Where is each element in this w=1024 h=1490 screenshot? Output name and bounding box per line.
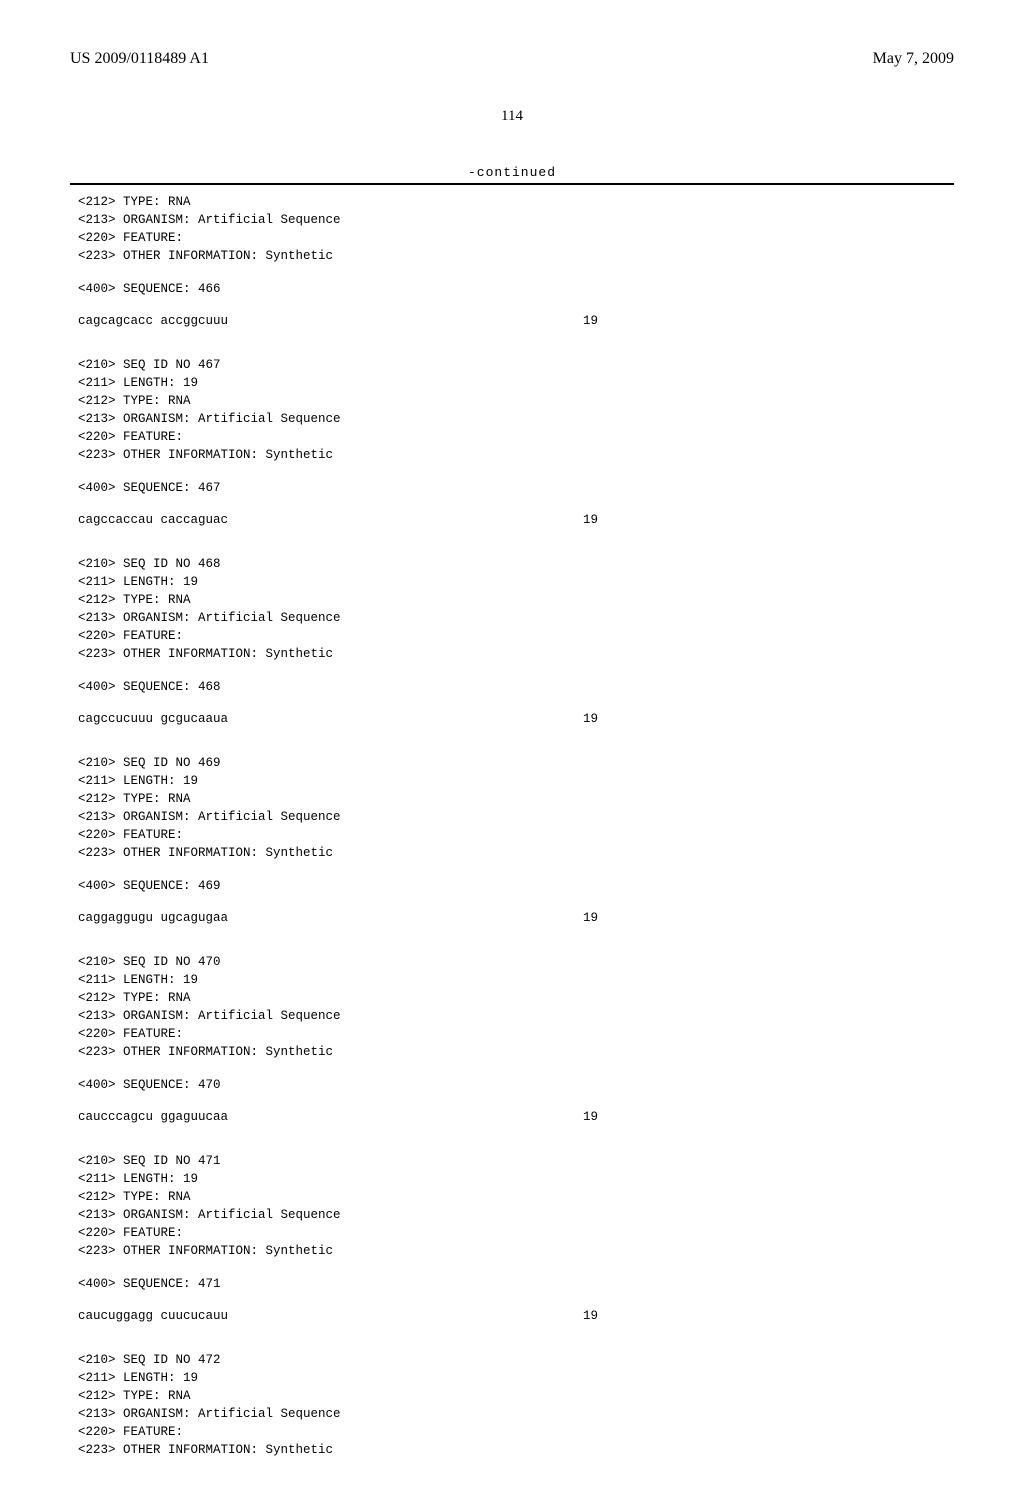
seq-meta-line: <223> OTHER INFORMATION: Synthetic [78,844,954,862]
seq-meta-line: <213> ORGANISM: Artificial Sequence [78,1007,954,1025]
seq-meta-line: <400> SEQUENCE: 466 [78,280,954,298]
seq-meta-line: <212> TYPE: RNA [78,193,954,211]
seq-meta-line: <213> ORGANISM: Artificial Sequence [78,211,954,229]
page-container: US 2009/0118489 A1 May 7, 2009 114 -cont… [0,0,1024,1490]
sequence-text: cagccucuuu gcgucaaua [78,710,228,728]
spacer [78,1094,954,1108]
seq-meta-line: <210> SEQ ID NO 468 [78,555,954,573]
spacer [78,895,954,909]
spacer [78,696,954,710]
seq-meta-line: <210> SEQ ID NO 469 [78,754,954,772]
continued-label: -continued [70,165,954,180]
seq-meta-line: <210> SEQ ID NO 470 [78,953,954,971]
spacer [78,298,954,312]
seq-meta-line: <213> ORGANISM: Artificial Sequence [78,410,954,428]
seq-meta-line: <400> SEQUENCE: 467 [78,479,954,497]
spacer [78,927,954,953]
sequence-length: 19 [583,312,598,330]
seq-meta-line: <213> ORGANISM: Artificial Sequence [78,1405,954,1423]
spacer [78,664,954,678]
spacer [78,497,954,511]
seq-meta-line: <211> LENGTH: 19 [78,971,954,989]
sequence-text: caggaggugu ugcagugaa [78,909,228,927]
spacer [78,728,954,754]
sequence-row: caucuggagg cuucucauu 19 [78,1307,598,1325]
seq-meta-line: <220> FEATURE: [78,229,954,247]
seq-meta-line: <220> FEATURE: [78,428,954,446]
seq-meta-line: <213> ORGANISM: Artificial Sequence [78,808,954,826]
sequence-row: cagccucuuu gcgucaaua 19 [78,710,598,728]
seq-meta-line: <211> LENGTH: 19 [78,374,954,392]
seq-meta-line: <223> OTHER INFORMATION: Synthetic [78,247,954,265]
spacer [78,465,954,479]
sequence-length: 19 [583,1108,598,1126]
sequence-row: cagccaccau caccaguac 19 [78,511,598,529]
seq-meta-line: <400> SEQUENCE: 471 [78,1275,954,1293]
spacer [78,330,954,356]
seq-meta-line: <212> TYPE: RNA [78,1387,954,1405]
seq-meta-line: <400> SEQUENCE: 470 [78,1076,954,1094]
seq-meta-line: <400> SEQUENCE: 468 [78,678,954,696]
sequence-row: caggaggugu ugcagugaa 19 [78,909,598,927]
sequence-text: caucccagcu ggaguucaa [78,1108,228,1126]
seq-meta-line: <212> TYPE: RNA [78,1188,954,1206]
spacer [78,863,954,877]
seq-meta-line: <212> TYPE: RNA [78,591,954,609]
sequence-length: 19 [583,1307,598,1325]
seq-meta-line: <223> OTHER INFORMATION: Synthetic [78,645,954,663]
seq-meta-line: <212> TYPE: RNA [78,989,954,1007]
seq-meta-line: <220> FEATURE: [78,1423,954,1441]
seq-meta-line: <210> SEQ ID NO 472 [78,1351,954,1369]
sequence-text: cagcagcacc accggcuuu [78,312,228,330]
sequence-length: 19 [583,511,598,529]
seq-meta-line: <220> FEATURE: [78,826,954,844]
seq-meta-line: <211> LENGTH: 19 [78,1170,954,1188]
seq-meta-line: <212> TYPE: RNA [78,790,954,808]
spacer [78,529,954,555]
spacer [78,266,954,280]
seq-meta-line: <210> SEQ ID NO 467 [78,356,954,374]
seq-meta-line: <210> SEQ ID NO 471 [78,1152,954,1170]
sequence-row: caucccagcu ggaguucaa 19 [78,1108,598,1126]
page-number: 114 [70,108,954,125]
seq-meta-line: <212> TYPE: RNA [78,392,954,410]
header-left: US 2009/0118489 A1 [70,50,209,68]
seq-meta-line: <223> OTHER INFORMATION: Synthetic [78,1043,954,1061]
spacer [78,1293,954,1307]
seq-meta-line: <211> LENGTH: 19 [78,573,954,591]
seq-meta-line: <213> ORGANISM: Artificial Sequence [78,1206,954,1224]
seq-meta-line: <220> FEATURE: [78,627,954,645]
seq-meta-line: <223> OTHER INFORMATION: Synthetic [78,446,954,464]
seq-meta-line: <213> ORGANISM: Artificial Sequence [78,609,954,627]
seq-meta-line: <223> OTHER INFORMATION: Synthetic [78,1441,954,1459]
spacer [78,1261,954,1275]
header-right: May 7, 2009 [873,50,954,68]
sequence-text: cagccaccau caccaguac [78,511,228,529]
seq-meta-line: <220> FEATURE: [78,1025,954,1043]
seq-meta-line: <223> OTHER INFORMATION: Synthetic [78,1242,954,1260]
sequence-length: 19 [583,710,598,728]
spacer [78,1325,954,1351]
spacer [78,1062,954,1076]
section-rule [70,183,954,185]
seq-meta-line: <211> LENGTH: 19 [78,772,954,790]
spacer [78,1126,954,1152]
sequence-text: caucuggagg cuucucauu [78,1307,228,1325]
seq-meta-line: <211> LENGTH: 19 [78,1369,954,1387]
page-header: US 2009/0118489 A1 May 7, 2009 [70,50,954,68]
sequence-listing: <212> TYPE: RNA<213> ORGANISM: Artificia… [78,193,954,1460]
seq-meta-line: <220> FEATURE: [78,1224,954,1242]
sequence-length: 19 [583,909,598,927]
seq-meta-line: <400> SEQUENCE: 469 [78,877,954,895]
sequence-row: cagcagcacc accggcuuu 19 [78,312,598,330]
